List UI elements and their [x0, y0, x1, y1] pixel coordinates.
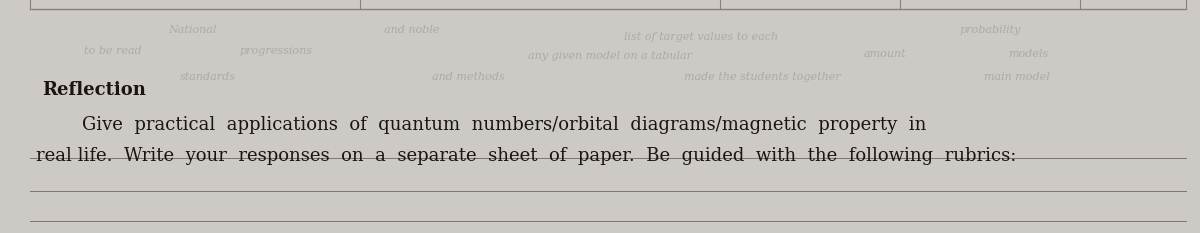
Text: main model: main model — [984, 72, 1050, 82]
Text: and noble: and noble — [384, 25, 439, 35]
Text: probability: probability — [960, 25, 1021, 35]
Text: real life.  Write  your  responses  on  a  separate  sheet  of  paper.  Be  guid: real life. Write your responses on a sep… — [36, 147, 1016, 165]
Text: amount: amount — [864, 49, 907, 58]
Text: list of target values to each: list of target values to each — [624, 32, 778, 42]
Text: and methods: and methods — [432, 72, 505, 82]
Text: models: models — [1008, 49, 1049, 58]
Text: any given model on a tabular: any given model on a tabular — [528, 51, 692, 61]
Text: standards: standards — [180, 72, 236, 82]
Text: made the students together: made the students together — [684, 72, 841, 82]
Text: progressions: progressions — [240, 46, 313, 56]
Text: to be read: to be read — [84, 46, 142, 56]
Text: National: National — [168, 25, 216, 35]
Text: Give  practical  applications  of  quantum  numbers/orbital  diagrams/magnetic  : Give practical applications of quantum n… — [36, 116, 926, 134]
Text: Reflection: Reflection — [42, 81, 146, 99]
